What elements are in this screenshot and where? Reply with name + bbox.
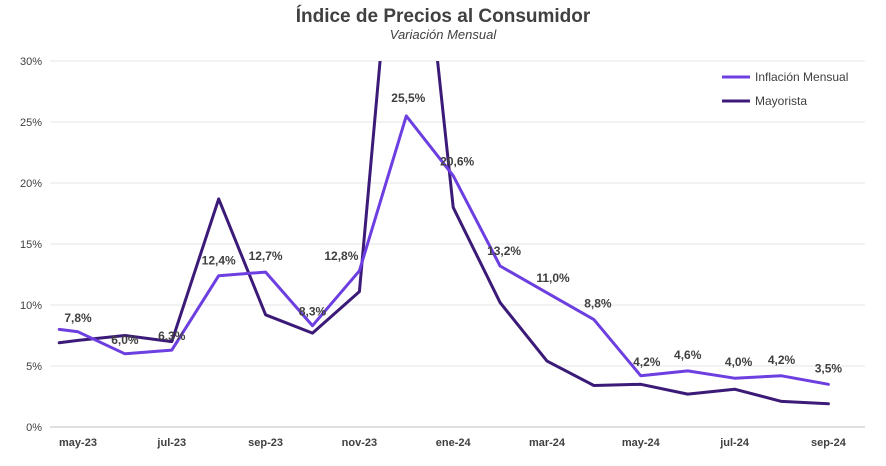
x-tick-label: sep-24 xyxy=(811,437,847,449)
x-tick-label: ene-24 xyxy=(436,437,472,449)
data-label: 4,2% xyxy=(768,353,796,367)
data-label: 6,0% xyxy=(111,333,139,347)
x-tick-label: jul-23 xyxy=(156,437,186,449)
x-tick-label: sep-23 xyxy=(248,437,283,449)
y-tick-label: 0% xyxy=(26,422,42,434)
data-label: 25,5% xyxy=(391,91,425,105)
y-tick-label: 30% xyxy=(20,56,42,68)
x-tick-label: nov-23 xyxy=(342,437,377,449)
series-lines xyxy=(57,61,830,406)
x-tick-label: jul-24 xyxy=(719,437,750,449)
data-label: 7,8% xyxy=(64,311,92,325)
data-label: 8,8% xyxy=(584,297,612,311)
y-axis: 0% 5% 10% 15% 20% 25% 30% xyxy=(20,56,42,434)
data-labels: 7,8% 6,0% 6,3% 12,4% 12,7% 8,3% 12,8% 25,5% 20,6… xyxy=(64,91,842,375)
y-tick-label: 15% xyxy=(20,239,42,251)
series-line-0 xyxy=(57,114,830,386)
x-axis: may-23 jul-23 sep-23 nov-23 ene-24 mar-24 may-… xyxy=(59,437,847,449)
y-tick-label: 20% xyxy=(20,178,42,190)
data-label: 13,2% xyxy=(487,244,521,258)
x-tick-label: may-24 xyxy=(622,437,661,449)
legend: Inflación Mensual Mayorista xyxy=(722,70,848,108)
x-tick-label: may-23 xyxy=(59,437,97,449)
data-label: 6,3% xyxy=(158,329,186,343)
data-label: 3,5% xyxy=(815,361,843,375)
data-label: 20,6% xyxy=(440,155,474,169)
chart-title: Índice de Precios al Consumidor xyxy=(296,5,591,27)
legend-label: Inflación Mensual xyxy=(755,70,848,84)
y-tick-label: 10% xyxy=(20,300,42,312)
y-tick-label: 25% xyxy=(20,117,42,129)
data-label: 4,2% xyxy=(633,355,661,369)
data-label: 8,3% xyxy=(299,305,327,319)
legend-label: Mayorista xyxy=(755,94,807,108)
series-line-1 xyxy=(57,61,830,406)
data-label: 12,8% xyxy=(324,249,358,263)
data-label: 4,6% xyxy=(674,348,702,362)
data-label: 4,0% xyxy=(725,355,753,369)
data-label: 11,0% xyxy=(536,271,570,285)
x-tick-label: mar-24 xyxy=(529,437,566,449)
y-tick-label: 5% xyxy=(26,361,42,373)
data-label: 12,7% xyxy=(249,249,283,263)
gridlines xyxy=(50,60,865,428)
data-label: 12,4% xyxy=(202,254,236,268)
chart-subtitle: Variación Mensual xyxy=(390,27,498,42)
